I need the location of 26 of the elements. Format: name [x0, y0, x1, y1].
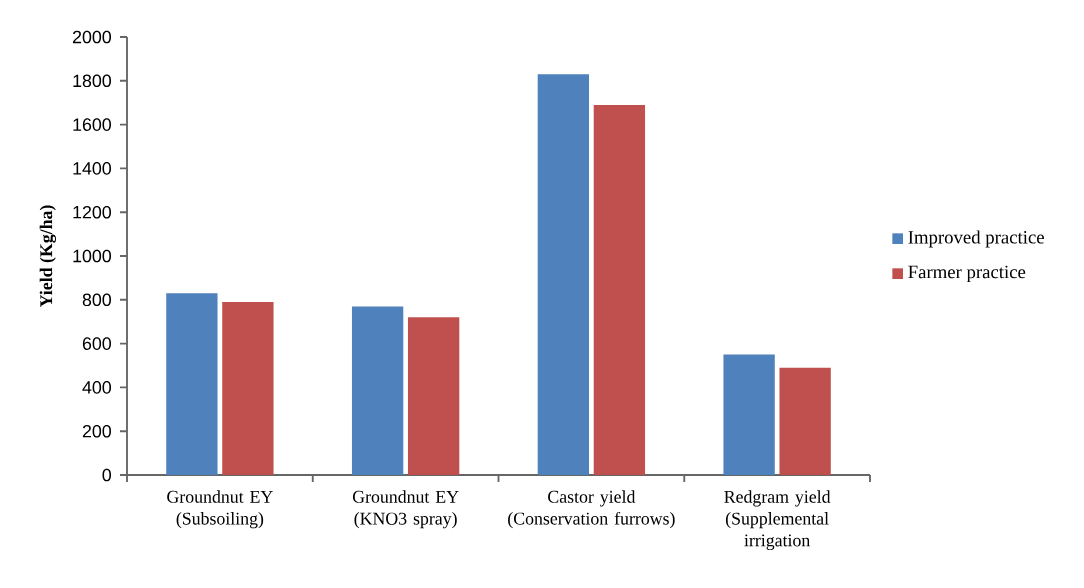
y-tick-label: 600 — [82, 337, 112, 350]
bar — [351, 306, 404, 475]
bar — [222, 302, 274, 475]
y-tick-label: 800 — [82, 293, 112, 307]
legend-label: Improved practice — [908, 230, 1044, 248]
bar — [779, 367, 831, 475]
y-axis-title: Yield (Kg/ha) — [39, 205, 56, 308]
y-tick-label: 1400 — [73, 162, 112, 175]
y-tick-label: 200 — [82, 424, 112, 438]
y-tick-label: 1600 — [73, 118, 112, 131]
x-tick-label: Redgram yield (Supplemental irrigation — [724, 490, 831, 551]
bar — [537, 74, 590, 475]
bar — [593, 104, 646, 475]
legend-label: Farmer practice — [908, 265, 1026, 283]
y-tick-label: 2000 — [72, 30, 112, 44]
x-tick-label: Groundnut EY (KNO3 spray) — [352, 490, 459, 529]
y-tick-label: 1800 — [73, 74, 112, 88]
bar — [723, 354, 775, 475]
x-tick-label: Groundnut EY (Subsoiling) — [167, 490, 273, 529]
y-tick-label: 1000 — [73, 249, 112, 263]
x-tick-label: Castor yield (Conservation furrows) — [508, 490, 675, 529]
y-tick-label: 1200 — [73, 205, 112, 219]
y-tick-label: 400 — [82, 381, 112, 394]
bar — [407, 317, 460, 475]
bar — [166, 293, 218, 475]
y-tick-label: 0 — [102, 468, 112, 482]
